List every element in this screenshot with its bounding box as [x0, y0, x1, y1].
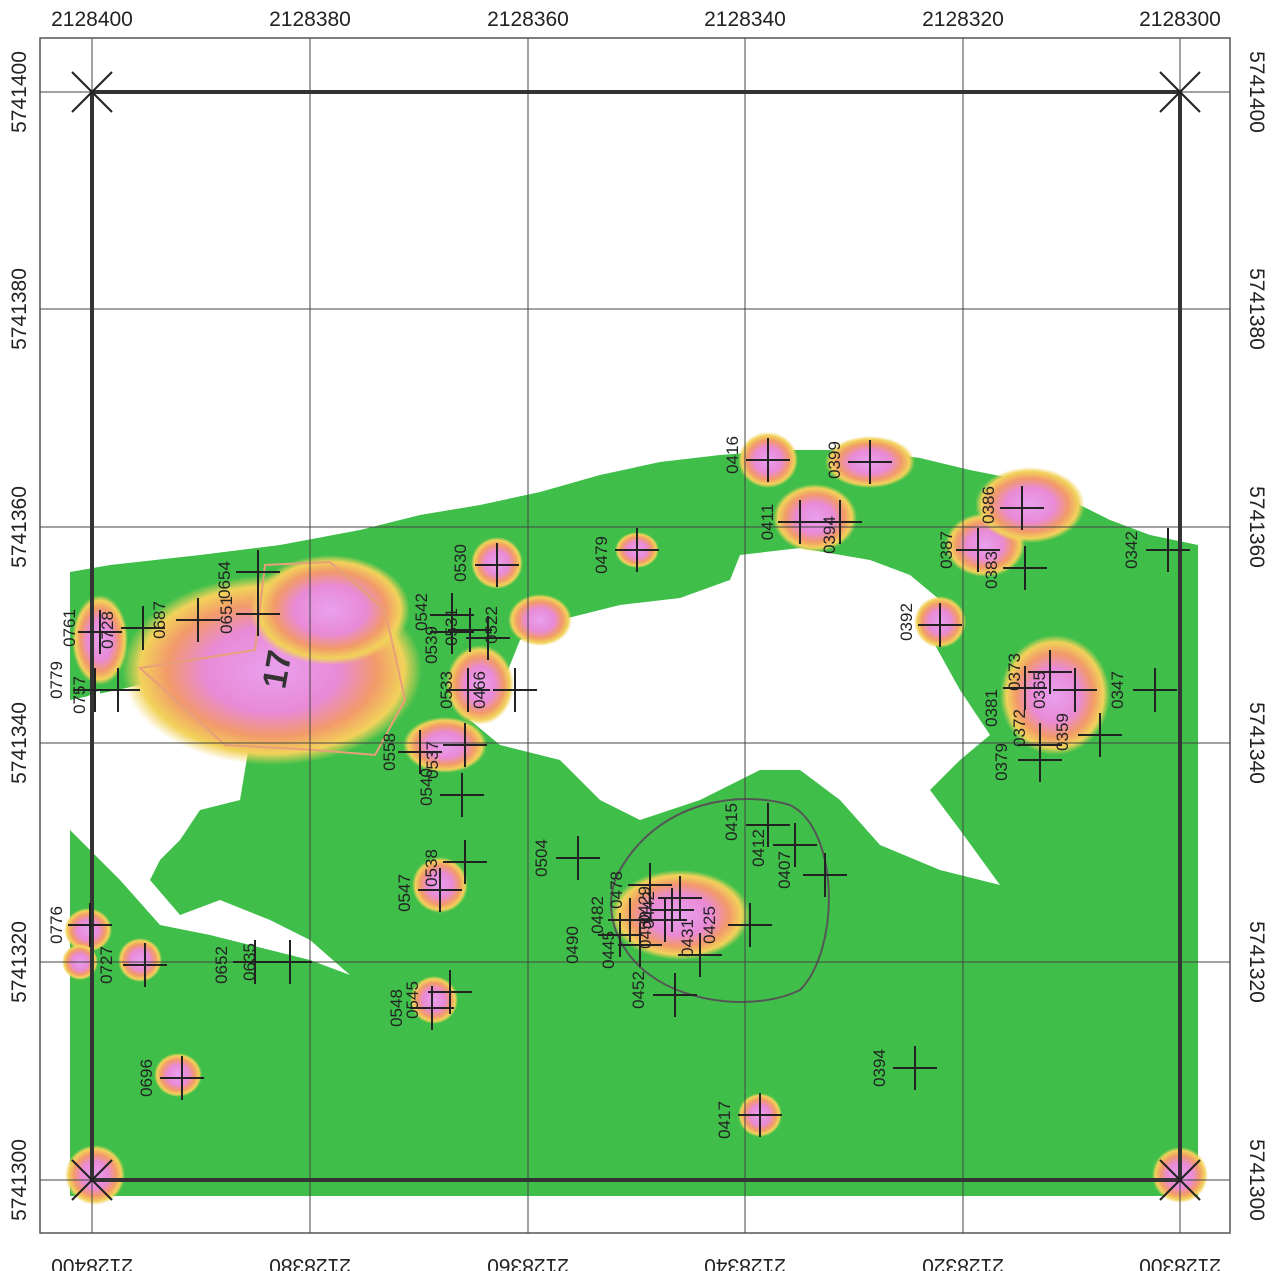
- point-label: 0547: [395, 874, 414, 912]
- point-label: 0407: [775, 851, 794, 889]
- point-label: 0545: [403, 981, 422, 1019]
- point-label: 0696: [137, 1059, 156, 1097]
- point-label: 0538: [422, 849, 441, 887]
- survey-boundary: [90, 90, 1182, 1182]
- point-label: 0540: [417, 768, 436, 806]
- point-label: 0417: [715, 1101, 734, 1139]
- point-label: 0415: [722, 803, 741, 841]
- point-label: 0452: [629, 971, 648, 1009]
- x-bottom-tick: 2128320: [922, 1254, 1004, 1271]
- point-label: 0537: [423, 741, 442, 779]
- zone-label: 17: [255, 648, 299, 692]
- survey-points: [68, 438, 1190, 1137]
- point-label: 0539: [422, 626, 441, 664]
- point-label: 0757: [70, 676, 89, 714]
- point-label: 0652: [212, 946, 231, 984]
- y-right-tick: 5741340: [1245, 702, 1268, 784]
- y-right-tick: 5741360: [1245, 486, 1268, 568]
- point-label: 0728: [98, 611, 117, 649]
- y-left-tick: 5741360: [8, 486, 31, 568]
- point-label: 0530: [451, 544, 470, 582]
- x-bottom-tick: 2128400: [51, 1254, 133, 1271]
- point-label: 0445: [599, 931, 618, 969]
- point-label: 0651: [217, 596, 236, 634]
- point-label: 0342: [1122, 531, 1141, 569]
- point-label: 0558: [380, 733, 399, 771]
- point-label: 0411: [758, 504, 777, 541]
- point-label: 0466: [470, 671, 489, 709]
- y-axis-right: 5741400 5741380 5741360 5741340 5741320 …: [1245, 51, 1268, 1221]
- x-axis-bottom: 2128400 2128380 2128360 2128340 2128320 …: [51, 1254, 1221, 1271]
- x-bottom-tick: 2128380: [269, 1254, 351, 1271]
- point-label: 0372: [1010, 709, 1029, 747]
- point-label: 0482: [588, 896, 607, 934]
- x-top-tick: 2128340: [704, 8, 786, 31]
- point-label: 0431: [678, 919, 697, 957]
- y-left-tick: 5741340: [8, 702, 31, 784]
- y-left-tick: 5741400: [8, 51, 31, 133]
- point-labels: 0416 0399 0386 0411 0394 0479 0530 0387 0383 0342…: [47, 436, 1141, 1139]
- point-label: 0450: [636, 911, 655, 949]
- y-left-tick: 5741380: [8, 268, 31, 350]
- point-label: 0381: [982, 689, 1001, 727]
- zone-17-outline: [137, 560, 407, 757]
- y-left-tick: 5741320: [8, 921, 31, 1003]
- map-frame: [39, 37, 1231, 1234]
- point-label: 0776: [47, 906, 66, 944]
- point-label: 0359: [1053, 713, 1072, 751]
- point-label: 0548: [387, 989, 406, 1027]
- corner-markers: [71, 71, 1201, 1201]
- point-label: 0779: [47, 661, 66, 699]
- point-label: 0394: [820, 516, 839, 554]
- point-label: 0429: [635, 886, 654, 924]
- point-label: 0392: [897, 603, 916, 641]
- point-label: 0383: [982, 551, 1001, 589]
- x-top-tick: 2128400: [51, 8, 133, 31]
- y-right-tick: 5741300: [1245, 1139, 1268, 1221]
- point-label: 0373: [1005, 653, 1024, 691]
- x-axis-top: 2128400 2128380 2128360 2128340 2128320 …: [51, 8, 1221, 31]
- point-label: 0687: [150, 601, 169, 639]
- point-label: 0654: [215, 561, 234, 599]
- point-label: 0542: [412, 593, 431, 631]
- x-top-tick: 2128320: [922, 8, 1004, 31]
- point-label: 0442: [639, 891, 658, 929]
- x-bottom-tick: 2128360: [487, 1254, 569, 1271]
- point-label: 0522: [482, 606, 501, 644]
- point-label: 0761: [60, 609, 79, 647]
- target-ellipse: [610, 797, 830, 1003]
- point-label: 0399: [825, 441, 844, 479]
- point-label: 0533: [437, 671, 456, 709]
- point-label: 0386: [979, 486, 998, 524]
- y-right-tick: 5741380: [1245, 268, 1268, 350]
- point-label: 0365: [1030, 671, 1049, 709]
- point-label: 0412: [749, 829, 768, 867]
- y-right-tick: 5741320: [1245, 921, 1268, 1003]
- x-top-tick: 2128380: [269, 8, 351, 31]
- point-label: 0425: [700, 906, 719, 944]
- point-label: 0379: [992, 743, 1011, 781]
- point-label: 0490: [563, 926, 582, 964]
- x-bottom-tick: 2128300: [1139, 1254, 1221, 1271]
- point-label: 0479: [592, 536, 611, 574]
- point-label: 0394: [870, 1049, 889, 1087]
- y-axis-left: 5741400 5741380 5741360 5741340 5741320 …: [8, 51, 31, 1221]
- point-label: 0635: [240, 943, 259, 981]
- point-label: 0387: [937, 531, 956, 569]
- point-label: 0727: [97, 946, 116, 984]
- point-label: 0504: [532, 839, 551, 877]
- x-top-tick: 2128300: [1139, 8, 1221, 31]
- x-bottom-tick: 2128340: [704, 1254, 786, 1271]
- y-right-tick: 5741400: [1245, 51, 1268, 133]
- point-label: 0416: [723, 436, 742, 474]
- point-label: 0347: [1108, 671, 1127, 709]
- x-top-tick: 2128360: [487, 8, 569, 31]
- point-label: 0478: [607, 871, 626, 909]
- point-label: 0531: [442, 608, 461, 646]
- y-left-tick: 5741300: [8, 1139, 31, 1221]
